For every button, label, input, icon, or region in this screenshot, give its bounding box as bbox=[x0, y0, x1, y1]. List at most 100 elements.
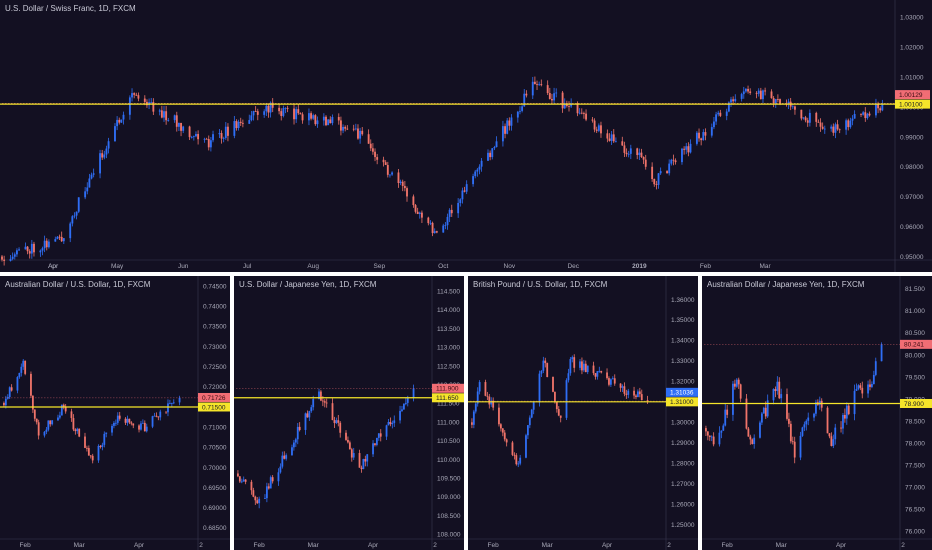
candle[interactable] bbox=[389, 417, 392, 427]
candle[interactable] bbox=[346, 125, 349, 131]
candle[interactable] bbox=[371, 143, 374, 155]
candle[interactable] bbox=[700, 137, 703, 146]
candle[interactable] bbox=[685, 142, 688, 155]
candle[interactable] bbox=[830, 432, 833, 447]
candle[interactable] bbox=[399, 405, 401, 424]
candle[interactable] bbox=[791, 104, 794, 110]
candle[interactable] bbox=[358, 449, 361, 468]
candle[interactable] bbox=[180, 122, 182, 137]
candle[interactable] bbox=[614, 137, 617, 143]
candle[interactable] bbox=[695, 131, 698, 146]
candle[interactable] bbox=[316, 116, 319, 128]
candle[interactable] bbox=[866, 112, 869, 120]
candle[interactable] bbox=[250, 110, 253, 122]
candle[interactable] bbox=[803, 421, 806, 432]
candle[interactable] bbox=[640, 389, 643, 401]
candle[interactable] bbox=[834, 122, 837, 139]
candle[interactable] bbox=[710, 435, 713, 442]
candle[interactable] bbox=[72, 414, 75, 432]
candle[interactable] bbox=[474, 401, 477, 414]
candle[interactable] bbox=[329, 116, 332, 124]
candle[interactable] bbox=[764, 401, 767, 419]
candle[interactable] bbox=[747, 85, 749, 94]
candle[interactable] bbox=[138, 424, 140, 433]
candle[interactable] bbox=[114, 123, 116, 142]
candle[interactable] bbox=[427, 216, 430, 226]
candle[interactable] bbox=[145, 423, 148, 433]
candle[interactable] bbox=[609, 378, 612, 388]
candle[interactable] bbox=[3, 255, 6, 266]
candle[interactable] bbox=[875, 98, 877, 118]
candle[interactable] bbox=[515, 453, 518, 466]
candle[interactable] bbox=[653, 178, 656, 187]
candle[interactable] bbox=[403, 181, 406, 192]
candle[interactable] bbox=[92, 168, 95, 178]
candle[interactable] bbox=[853, 110, 856, 119]
candle[interactable] bbox=[689, 139, 692, 154]
candle[interactable] bbox=[627, 388, 630, 399]
candle[interactable] bbox=[416, 207, 419, 215]
candle[interactable] bbox=[859, 383, 862, 391]
candle[interactable] bbox=[333, 416, 336, 429]
candle[interactable] bbox=[655, 180, 658, 190]
candle[interactable] bbox=[295, 106, 298, 123]
candle[interactable] bbox=[471, 418, 473, 429]
candle[interactable] bbox=[444, 222, 447, 230]
candle[interactable] bbox=[740, 92, 743, 102]
candle[interactable] bbox=[292, 440, 295, 451]
candle[interactable] bbox=[331, 114, 334, 126]
candle[interactable] bbox=[862, 110, 865, 116]
candle[interactable] bbox=[789, 420, 792, 444]
candle[interactable] bbox=[265, 482, 268, 503]
candle[interactable] bbox=[726, 404, 729, 419]
candle[interactable] bbox=[871, 381, 873, 389]
candle[interactable] bbox=[30, 371, 32, 398]
candle[interactable] bbox=[118, 117, 121, 125]
candle[interactable] bbox=[600, 370, 603, 374]
candle[interactable] bbox=[860, 113, 862, 117]
candle[interactable] bbox=[140, 420, 142, 431]
candle[interactable] bbox=[727, 101, 730, 113]
candle[interactable] bbox=[486, 391, 489, 401]
candle[interactable] bbox=[640, 148, 643, 159]
candle[interactable] bbox=[99, 149, 101, 179]
candle[interactable] bbox=[594, 372, 597, 380]
candle[interactable] bbox=[823, 125, 826, 134]
candle[interactable] bbox=[435, 230, 438, 234]
candle[interactable] bbox=[101, 442, 104, 451]
candle[interactable] bbox=[492, 397, 495, 411]
candle[interactable] bbox=[715, 111, 718, 125]
candle[interactable] bbox=[24, 242, 27, 250]
candle[interactable] bbox=[339, 421, 342, 438]
candle[interactable] bbox=[538, 370, 541, 407]
candle[interactable] bbox=[429, 220, 432, 226]
candle[interactable] bbox=[826, 406, 829, 434]
candle[interactable] bbox=[525, 433, 527, 459]
candle[interactable] bbox=[78, 428, 81, 438]
candle[interactable] bbox=[111, 424, 113, 436]
candle[interactable] bbox=[298, 422, 301, 432]
candle[interactable] bbox=[733, 379, 736, 390]
candle[interactable] bbox=[382, 156, 385, 167]
candle[interactable] bbox=[277, 468, 280, 486]
candle[interactable] bbox=[250, 479, 253, 495]
candle[interactable] bbox=[163, 106, 165, 122]
candle[interactable] bbox=[808, 109, 811, 127]
candle[interactable] bbox=[369, 139, 372, 152]
candle[interactable] bbox=[791, 436, 794, 445]
candle[interactable] bbox=[625, 389, 628, 399]
candle[interactable] bbox=[271, 98, 274, 113]
candle[interactable] bbox=[820, 398, 823, 412]
candle[interactable] bbox=[666, 170, 668, 174]
candle[interactable] bbox=[546, 80, 549, 95]
candle[interactable] bbox=[155, 412, 158, 418]
time-axis[interactable]: Feb Mar Apr 2 bbox=[488, 542, 672, 549]
candle[interactable] bbox=[433, 228, 436, 234]
candle[interactable] bbox=[56, 236, 59, 240]
candle[interactable] bbox=[279, 463, 282, 474]
candle[interactable] bbox=[325, 115, 327, 127]
candle[interactable] bbox=[150, 97, 153, 104]
candle[interactable] bbox=[33, 241, 35, 257]
candle[interactable] bbox=[60, 404, 63, 416]
candle[interactable] bbox=[152, 98, 155, 115]
